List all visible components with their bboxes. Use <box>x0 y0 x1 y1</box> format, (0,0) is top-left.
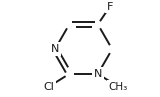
Text: F: F <box>107 2 113 12</box>
Text: N: N <box>94 69 102 79</box>
Text: Cl: Cl <box>43 82 54 92</box>
Text: CH₃: CH₃ <box>109 82 128 92</box>
Text: N: N <box>51 44 59 54</box>
